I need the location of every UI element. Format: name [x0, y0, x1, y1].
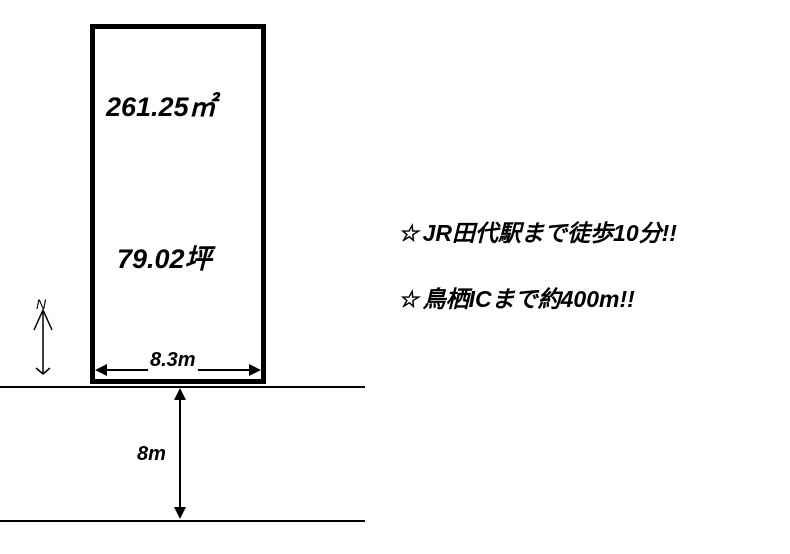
feature-text-1: JR田代駅まで徒歩10分!!: [423, 220, 677, 246]
compass-icon: [30, 300, 56, 380]
road-edge-bottom: [0, 520, 365, 522]
area-tsubo-unit: 坪: [185, 244, 212, 274]
area-sqm-unit: ㎡: [189, 92, 216, 122]
road-width-dimension-label: 8m: [135, 443, 168, 466]
star-icon: ☆: [398, 286, 419, 312]
star-icon: ☆: [398, 220, 419, 246]
area-sqm-value: 261.25: [106, 92, 189, 122]
compass-letter: N: [36, 296, 46, 312]
feature-text-2: 鳥栖ICまで約400m!!: [423, 286, 635, 312]
road-width-dimension-arrow: [168, 388, 192, 519]
width-dimension-label: 8.3m: [148, 349, 198, 372]
area-tsubo-value: 79.02: [117, 244, 185, 274]
lot-boundary: [90, 24, 266, 384]
feature-item-2: ☆鳥栖ICまで約400m!!: [398, 280, 635, 314]
area-sqm: 261.25㎡: [106, 85, 216, 124]
feature-item-1: ☆JR田代駅まで徒歩10分!!: [398, 214, 677, 248]
area-tsubo: 79.02坪: [117, 237, 212, 276]
